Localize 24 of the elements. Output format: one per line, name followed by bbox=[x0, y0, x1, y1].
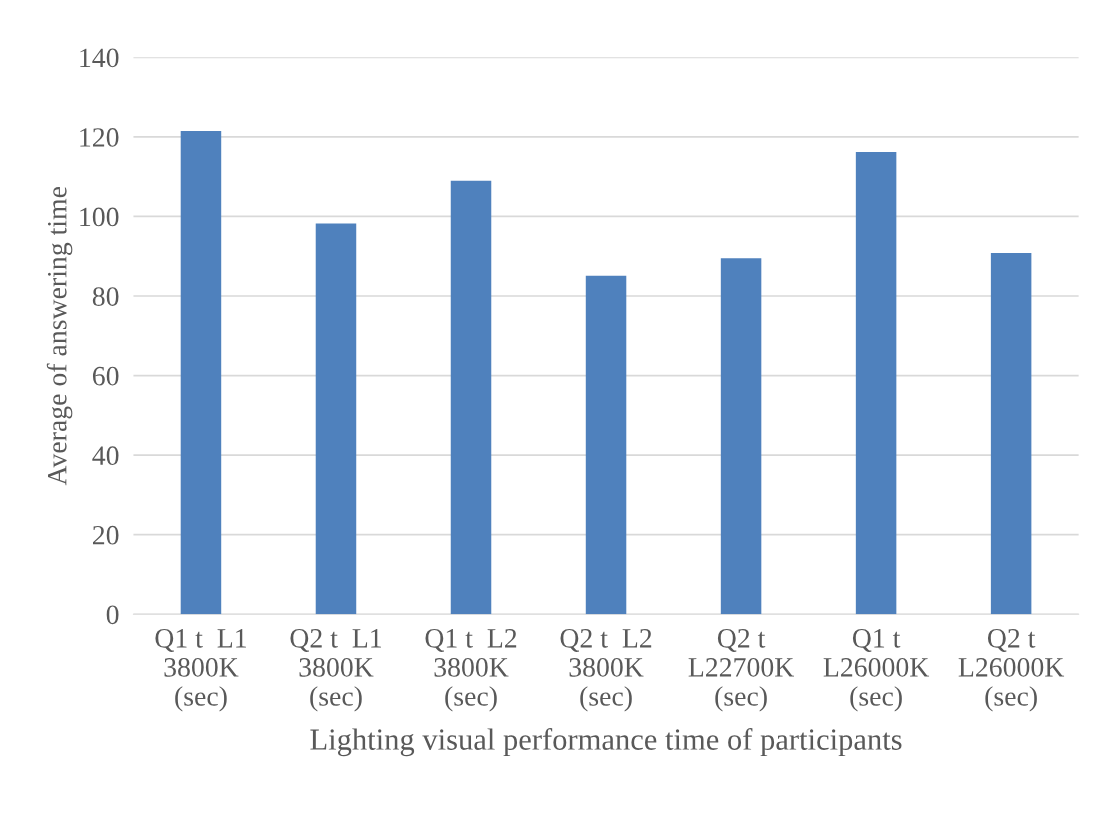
y-tick-label: 100 bbox=[80, 207, 119, 227]
x-tick-label: Q2 t L22700K (sec) bbox=[688, 629, 795, 712]
y-tick-label: 80 bbox=[92, 287, 119, 306]
bar bbox=[315, 223, 357, 615]
bar bbox=[585, 275, 627, 615]
bar bbox=[990, 253, 1032, 615]
x-tick-label: Q1 t L1 3800K (sec) bbox=[155, 629, 246, 712]
bar bbox=[720, 258, 762, 615]
x-tick-label: Q2 t L1 3800K (sec) bbox=[290, 629, 381, 712]
y-tick-label: 40 bbox=[92, 446, 119, 466]
y-tick-label: 140 bbox=[80, 48, 119, 68]
x-tick-label: Q2 t L26000K (sec) bbox=[958, 629, 1065, 712]
bar bbox=[180, 130, 222, 615]
x-tick-label: Q2 t L2 3800K (sec) bbox=[560, 629, 652, 712]
x-tick-label: Q1 t L2 3800K (sec) bbox=[425, 629, 517, 712]
y-tick-label: 20 bbox=[92, 525, 119, 545]
bar bbox=[855, 152, 897, 615]
y-tick-label: 60 bbox=[92, 366, 119, 386]
y-tick-label: 120 bbox=[80, 128, 119, 147]
y-axis-title: Average of answering time bbox=[46, 186, 73, 486]
y-tick-label: 0 bbox=[106, 605, 119, 625]
x-tick-label: Q1 t L26000K (sec) bbox=[823, 629, 930, 712]
x-axis-title: Lighting visual performance time of participants bbox=[310, 728, 902, 757]
bar bbox=[450, 180, 492, 615]
